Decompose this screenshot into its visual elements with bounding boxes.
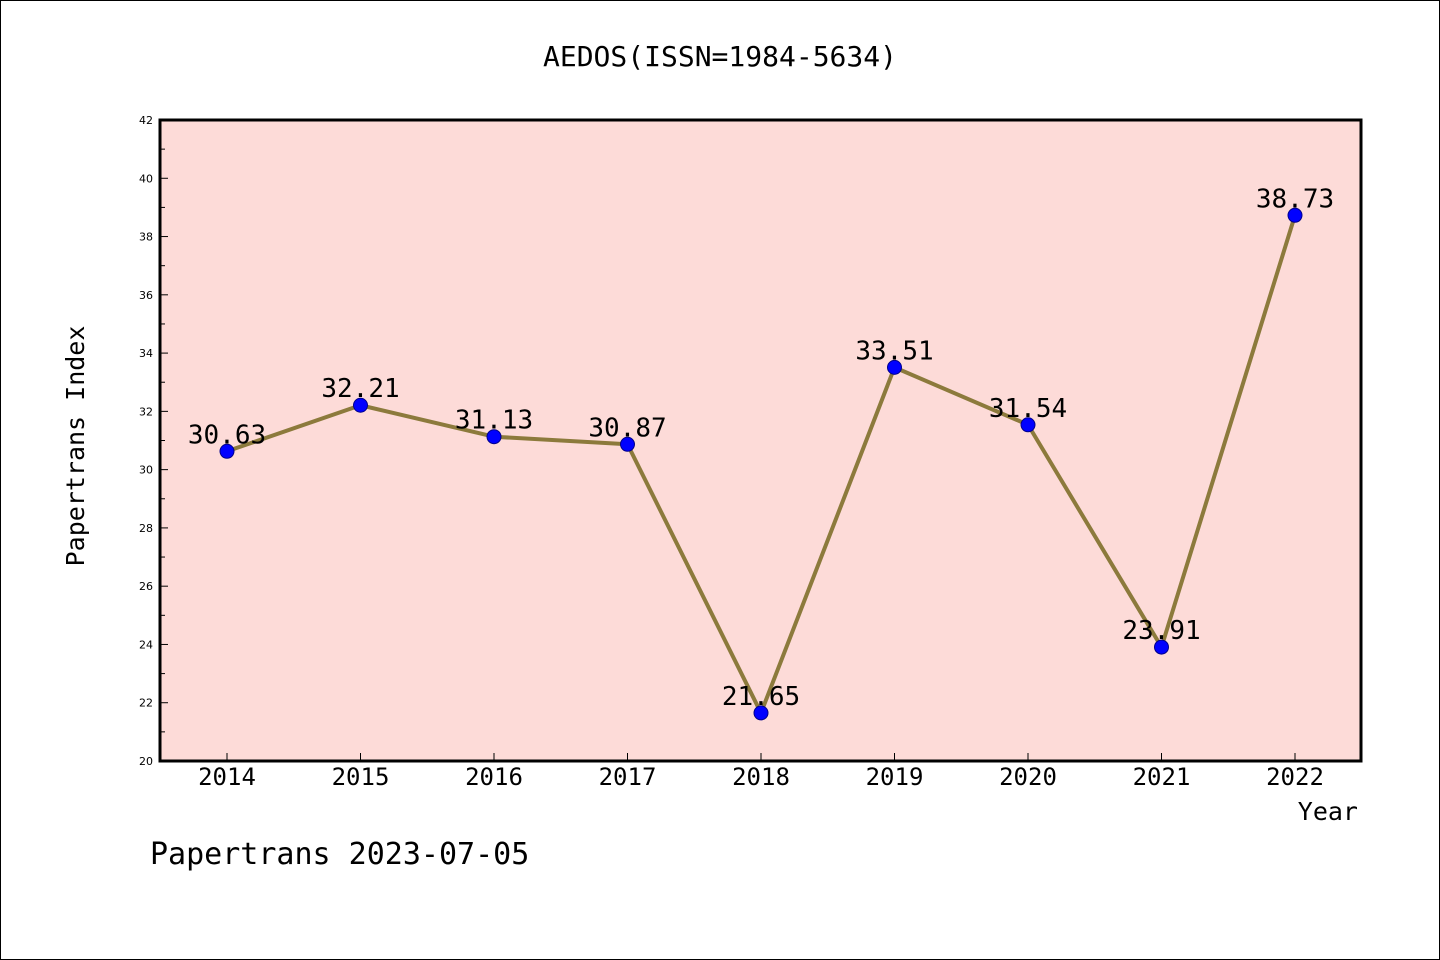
data-point (353, 397, 368, 413)
x-tick-label: 2014 (198, 763, 256, 791)
y-tick-label: 32 (139, 405, 153, 418)
plot-border (158, 118, 1363, 763)
data-point (1154, 639, 1169, 655)
footer-text: Papertrans 2023-07-05 (150, 837, 529, 872)
x-tick-label: 2020 (999, 763, 1057, 791)
y-tick-label: 38 (139, 231, 153, 244)
data-label: 30.87 (588, 413, 666, 443)
y-tick-label: 24 (139, 638, 153, 651)
x-tick-label: 2016 (465, 763, 523, 791)
data-point (1020, 417, 1036, 433)
data-point (753, 705, 769, 721)
y-tick-label: 30 (139, 464, 153, 477)
chart-title: AEDOS(ISSN=1984-5634) (543, 40, 897, 73)
data-point (620, 436, 635, 452)
y-tick-label: 28 (139, 522, 153, 535)
y-tick-label: 42 (139, 114, 153, 127)
data-label: 33.51 (855, 336, 933, 366)
data-label: 31.54 (989, 394, 1067, 424)
data-point (887, 359, 902, 375)
x-tick-label: 2015 (332, 763, 390, 791)
data-label: 32.21 (321, 374, 399, 404)
data-label: 23.91 (1122, 616, 1200, 646)
data-label: 38.73 (1256, 184, 1334, 214)
data-label: 30.63 (188, 420, 266, 450)
y-tick-label: 34 (139, 347, 153, 360)
x-tick-label: 2018 (732, 763, 790, 791)
data-point (219, 443, 235, 459)
plot-background (160, 120, 1361, 761)
data-label: 21.65 (722, 682, 800, 712)
y-axis-title: Papertrans Index (61, 326, 90, 567)
data-point (486, 429, 502, 445)
data-point (1287, 207, 1303, 223)
x-tick-label: 2019 (866, 763, 924, 791)
y-tick-label: 26 (139, 580, 153, 593)
data-label: 31.13 (455, 406, 533, 436)
y-tick-label: 22 (139, 697, 153, 710)
x-tick-label: 2017 (599, 763, 657, 791)
x-tick-label: 2022 (1266, 763, 1324, 791)
x-tick-label: 2021 (1133, 763, 1191, 791)
y-tick-label: 40 (139, 172, 153, 185)
x-axis-title: Year (1298, 797, 1358, 826)
y-tick-label: 36 (139, 289, 153, 302)
y-tick-label: 20 (139, 755, 153, 768)
